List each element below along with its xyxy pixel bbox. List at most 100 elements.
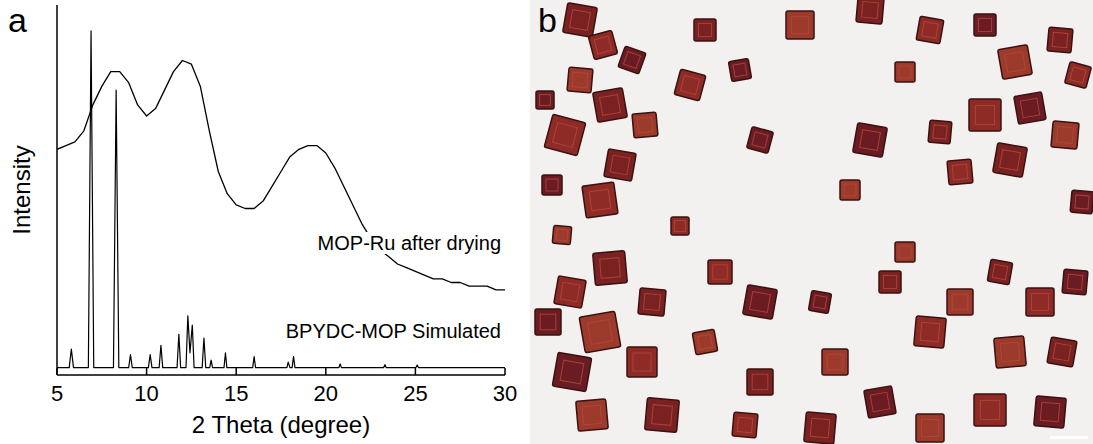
crystal-face [952, 294, 968, 310]
crystal [856, 0, 884, 24]
crystal [947, 289, 973, 315]
crystal [618, 46, 646, 74]
crystal-face [675, 221, 686, 232]
crystal-body [1026, 288, 1054, 316]
series-label: MOP-Ru after drying [318, 232, 501, 254]
crystal-face [540, 314, 556, 330]
crystal-face [587, 319, 612, 344]
crystal [579, 311, 621, 353]
crystal-face [1000, 342, 1020, 362]
crystal-body [728, 58, 751, 81]
crystal-body [822, 349, 848, 375]
crystal [708, 260, 732, 284]
crystal-face [933, 125, 947, 139]
crystal-body [576, 399, 609, 432]
crystal [552, 352, 591, 391]
crystal [895, 242, 915, 262]
crystal [593, 88, 628, 123]
crystal-face [750, 292, 771, 313]
crystal-face [883, 275, 896, 288]
crystal-face [1052, 32, 1068, 48]
panel-label: b [538, 1, 557, 39]
crystal-face [560, 282, 579, 301]
crystal-face [652, 405, 673, 426]
crystal-face [1057, 127, 1074, 144]
micrograph [530, 0, 1093, 444]
crystal [671, 217, 689, 235]
x-tick-label: 30 [493, 381, 517, 406]
crystal-body [544, 114, 586, 156]
crystal-body [969, 99, 1001, 131]
crystal [552, 225, 572, 245]
crystal-body [1070, 190, 1093, 214]
crystal-face [680, 75, 699, 94]
crystal [914, 316, 947, 349]
crystal-face [556, 229, 568, 241]
crystal-face [540, 95, 551, 106]
crystal-body [853, 123, 888, 158]
crystal [969, 99, 1001, 131]
crystal [804, 412, 837, 444]
crystal [576, 399, 609, 432]
crystal-face [752, 374, 768, 390]
crystal-face [594, 36, 612, 54]
crystal-body [947, 159, 973, 185]
crystal-face [978, 18, 991, 31]
crystal-face [1020, 98, 1039, 117]
crystal [974, 394, 1006, 426]
crystal-face [752, 132, 768, 148]
crystal-face [844, 184, 856, 196]
crystal [786, 11, 814, 39]
crystal-body [928, 120, 952, 144]
crystal-face [624, 52, 641, 69]
crystal-face [922, 420, 939, 437]
crystal-body [916, 16, 944, 44]
crystal-face [560, 360, 584, 384]
crystal [542, 175, 562, 195]
crystal [1051, 121, 1079, 149]
crystal-body [1065, 62, 1092, 89]
crystal [1065, 62, 1092, 89]
crystal-face [1053, 343, 1071, 361]
crystal-body [974, 14, 996, 36]
crystal-body [563, 3, 598, 38]
x-axis-title: 2 Theta (degree) [192, 411, 370, 438]
y-axis-title: Intensity [8, 145, 35, 234]
crystal-face [810, 418, 830, 438]
crystal [994, 336, 1027, 369]
crystal-face [980, 400, 999, 419]
crystal-face [1075, 195, 1089, 209]
crystal-face [1067, 274, 1083, 290]
label-patch [316, 232, 503, 254]
crystal [604, 149, 636, 181]
crystal-face [733, 63, 747, 77]
crystal [822, 349, 848, 375]
crystal-face [922, 22, 939, 39]
crystal [747, 369, 773, 395]
series-line [57, 31, 505, 368]
crystal [1026, 288, 1054, 316]
crystal-face [899, 246, 911, 258]
crystal-face [1040, 402, 1060, 422]
micrograph-background [530, 0, 1093, 444]
crystal-body [994, 336, 1027, 369]
crystal-body [974, 394, 1006, 426]
x-tick [56, 368, 58, 375]
crystal-body [895, 242, 915, 262]
crystal-body [593, 88, 628, 123]
crystal-face [713, 265, 727, 279]
crystal [1014, 92, 1046, 124]
x-tick [325, 368, 327, 375]
crystal [808, 290, 831, 313]
crystal-body [536, 91, 554, 109]
crystal-body [627, 347, 657, 377]
crystal-body [895, 62, 915, 82]
crystal [554, 276, 586, 308]
crystal-body [708, 260, 732, 284]
crystal-face [697, 334, 712, 349]
crystal-body [987, 259, 1012, 284]
crystal-body [552, 225, 572, 245]
crystal [743, 285, 778, 320]
crystal-face [633, 353, 651, 371]
crystal-face [1070, 67, 1086, 83]
